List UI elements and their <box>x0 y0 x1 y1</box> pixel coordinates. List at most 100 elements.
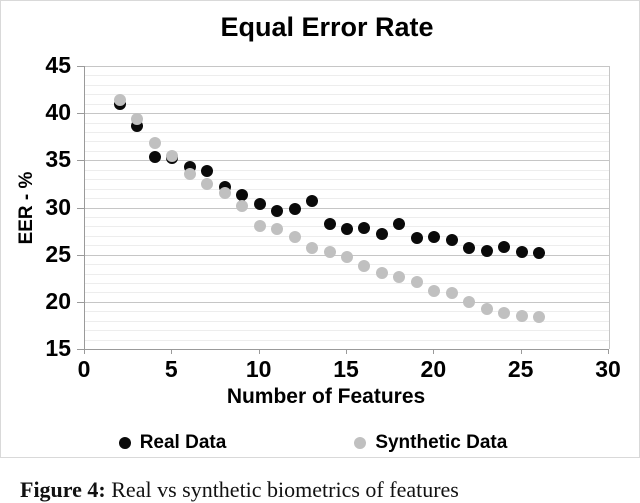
figure-caption-number: Figure 4: <box>20 477 106 502</box>
data-point-synthetic <box>288 230 301 243</box>
data-point-synthetic <box>218 187 231 200</box>
legend-label-synthetic: Synthetic Data <box>375 432 508 453</box>
eer-chart: Equal Error Rate EER - % Number of Featu… <box>0 0 640 458</box>
data-point-real <box>271 205 284 218</box>
data-point-synthetic <box>306 242 319 255</box>
y-axis-tick <box>77 349 84 350</box>
data-point-synthetic <box>201 177 214 190</box>
data-point-synthetic <box>166 149 179 162</box>
data-point-real <box>498 241 511 254</box>
y-tick-label: 25 <box>45 240 71 267</box>
data-point-real <box>236 189 249 202</box>
minor-gridline <box>85 84 609 86</box>
data-point-real <box>375 227 388 240</box>
legend-label-real: Real Data <box>139 432 227 453</box>
minor-gridline <box>85 94 609 96</box>
figure-caption: Figure 4: Real vs synthetic biometrics o… <box>20 477 630 503</box>
data-point-synthetic <box>148 137 161 150</box>
data-point-synthetic <box>236 199 249 212</box>
data-point-synthetic <box>428 284 441 297</box>
data-point-synthetic <box>323 245 336 258</box>
minor-gridline <box>85 292 609 294</box>
major-gridline <box>85 160 609 162</box>
minor-gridline <box>85 235 609 237</box>
data-point-synthetic <box>358 259 371 272</box>
data-point-real <box>393 217 406 230</box>
major-gridline <box>85 207 609 209</box>
data-point-real <box>201 164 214 177</box>
y-axis-tick <box>77 113 84 115</box>
data-point-synthetic <box>533 310 546 323</box>
major-gridline <box>85 113 609 115</box>
minor-gridline <box>85 330 609 332</box>
data-point-real <box>480 244 493 257</box>
data-point-real <box>358 222 371 235</box>
x-axis-tick <box>84 349 85 354</box>
data-point-synthetic <box>253 220 266 233</box>
x-tick-label: 30 <box>595 356 621 382</box>
minor-gridline <box>85 216 609 218</box>
x-tick-label: 15 <box>333 356 359 382</box>
data-point-synthetic <box>341 251 353 264</box>
minor-gridline <box>85 245 609 247</box>
chart-title: Equal Error Rate <box>220 12 434 42</box>
x-axis-tick <box>608 349 609 354</box>
x-tick-label: 10 <box>245 356 272 382</box>
data-point-real <box>341 223 353 236</box>
minor-gridline <box>85 273 609 275</box>
major-gridline <box>85 301 609 303</box>
x-axis-tick <box>433 349 435 354</box>
y-tick-label: 30 <box>45 193 71 220</box>
data-point-synthetic <box>498 307 511 320</box>
y-tick-label: 45 <box>45 52 71 78</box>
real-data-marker-icon <box>118 437 131 449</box>
data-point-synthetic <box>131 112 144 125</box>
data-point-synthetic <box>463 295 476 308</box>
synthetic-data-marker-icon <box>354 437 367 449</box>
data-point-synthetic <box>410 276 423 289</box>
x-axis-tick <box>346 349 347 354</box>
minor-gridline <box>85 311 609 313</box>
minor-gridline <box>85 169 609 171</box>
minor-gridline <box>85 282 609 284</box>
x-tick-label: 0 <box>77 356 91 382</box>
y-axis-tick <box>77 207 84 209</box>
chart-legend: Real Data Synthetic Data <box>0 432 633 454</box>
minor-gridline <box>85 150 609 152</box>
data-point-synthetic <box>271 223 284 236</box>
minor-gridline <box>85 75 609 77</box>
data-point-real <box>323 218 336 231</box>
data-point-synthetic <box>113 93 126 106</box>
x-axis-title: Number of Features <box>226 385 426 408</box>
data-point-real <box>148 150 161 163</box>
data-point-synthetic <box>515 309 528 322</box>
data-point-real <box>515 245 528 258</box>
minor-gridline <box>85 103 609 105</box>
data-point-real <box>428 230 441 243</box>
x-tick-label: 5 <box>164 356 178 382</box>
minor-gridline <box>85 320 609 322</box>
minor-gridline <box>85 122 609 124</box>
legend-item-synthetic: Synthetic Data <box>354 432 507 454</box>
y-axis-tick <box>77 254 84 256</box>
y-tick-label: 15 <box>45 335 71 361</box>
data-point-synthetic <box>393 271 406 284</box>
data-point-synthetic <box>445 287 458 300</box>
major-gridline <box>85 66 609 67</box>
figure-caption-text: Real vs synthetic biometrics of features <box>105 477 459 502</box>
plot-area <box>84 66 610 350</box>
x-tick-label: 20 <box>420 356 447 382</box>
x-axis-tick <box>171 349 173 354</box>
minor-gridline <box>85 339 609 341</box>
minor-gridline <box>85 132 609 134</box>
data-point-real <box>306 194 319 207</box>
y-axis-tick <box>77 66 84 67</box>
minor-gridline <box>85 198 609 200</box>
minor-gridline <box>85 188 609 190</box>
minor-gridline <box>85 141 609 143</box>
x-axis-tick <box>258 349 260 354</box>
data-point-real <box>410 231 423 244</box>
data-point-synthetic <box>375 266 388 279</box>
x-axis-tick <box>520 349 522 354</box>
